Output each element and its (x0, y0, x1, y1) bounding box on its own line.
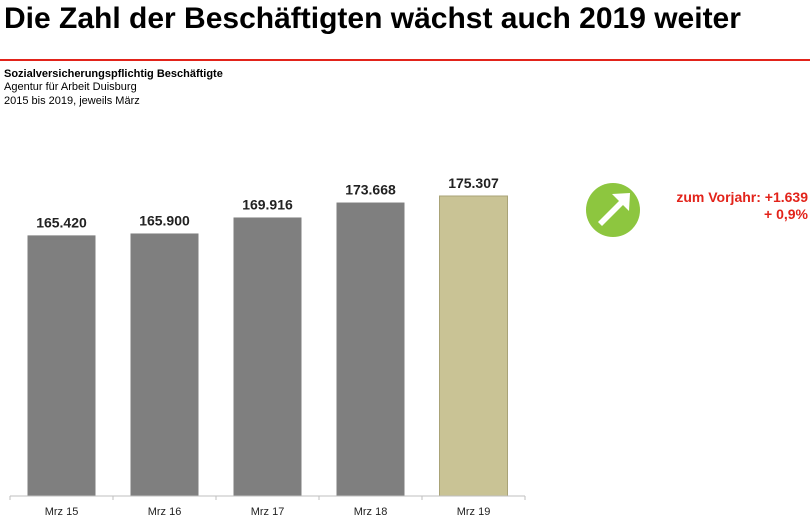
bar (439, 195, 508, 497)
title-divider (0, 59, 810, 61)
annotation-change-absolute: zum Vorjahr: +1.639 (676, 189, 808, 205)
x-tick-label: Mrz 18 (354, 506, 388, 517)
x-tick-label: Mrz 16 (148, 506, 182, 517)
bar (336, 202, 405, 496)
x-tick-label: Mrz 19 (457, 506, 491, 517)
bar (233, 217, 302, 497)
data-label: 175.307 (448, 175, 499, 191)
data-label: 165.900 (139, 212, 190, 228)
bar (130, 233, 199, 496)
annotation-change-percent: + 0,9% (764, 206, 808, 222)
data-label: 169.916 (242, 196, 293, 212)
page-title: Die Zahl der Beschäftigten wächst auch 2… (4, 2, 741, 35)
x-tick-label: Mrz 17 (251, 506, 285, 517)
arrow-up-right-icon (586, 183, 640, 237)
bar (27, 235, 96, 496)
data-label: 173.668 (345, 182, 396, 198)
x-tick-label: Mrz 15 (45, 506, 79, 517)
chart-period: 2015 bis 2019, jeweils März (4, 95, 140, 107)
data-label: 165.420 (36, 214, 87, 230)
chart-source: Agentur für Arbeit Duisburg (4, 81, 137, 93)
chart-subtitle: Sozialversicherungspflichtig Beschäftigt… (4, 68, 223, 80)
